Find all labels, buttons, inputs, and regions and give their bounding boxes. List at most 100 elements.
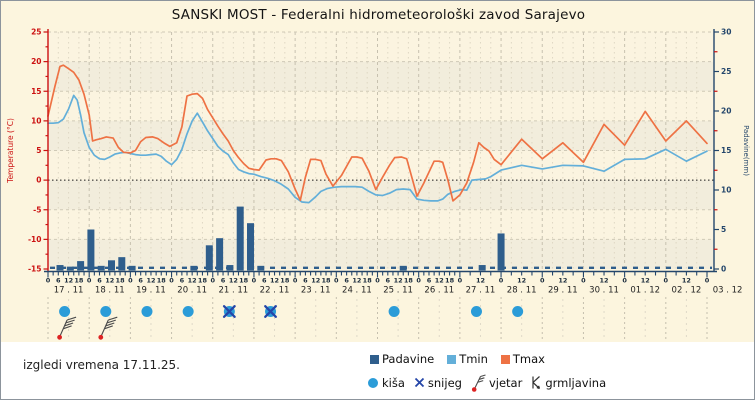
rain-icon — [100, 306, 112, 317]
svg-text:19 . 11: 19 . 11 — [136, 286, 166, 296]
precip-bar — [118, 257, 126, 271]
precip-bar — [247, 223, 255, 271]
svg-text:10: 10 — [31, 116, 41, 125]
svg-text:0: 0 — [334, 277, 339, 285]
legend-item-grmljavina: grmljavina — [531, 375, 606, 390]
svg-text:6: 6 — [427, 277, 432, 285]
svg-text:18: 18 — [363, 277, 373, 285]
legend-label-tmin: Tmin — [459, 352, 488, 366]
svg-text:30: 30 — [721, 28, 731, 37]
svg-text:01 . 12: 01 . 12 — [630, 286, 660, 296]
legend-symbols: kiša snijeg vjetar grmljavina — [367, 373, 606, 392]
wind-flag-icon — [98, 316, 118, 340]
svg-text:18: 18 — [198, 277, 208, 285]
svg-text:18: 18 — [157, 277, 167, 285]
rain-icon — [512, 306, 524, 317]
svg-text:6: 6 — [303, 277, 308, 285]
precip-bar — [66, 266, 74, 271]
svg-text:15: 15 — [31, 87, 41, 96]
svg-text:6: 6 — [56, 277, 61, 285]
svg-text:0: 0 — [252, 277, 257, 285]
legend-item-vjetar: vjetar — [471, 373, 522, 392]
svg-text:12: 12 — [600, 277, 609, 285]
precip-bar — [107, 260, 115, 271]
svg-text:12: 12 — [352, 277, 361, 285]
precip-right-axis: 0 5 10 15 20 25 30 Padavine(mm) — [713, 28, 750, 274]
svg-text:Padavine(mm): Padavine(mm) — [742, 125, 750, 176]
svg-text:-5: -5 — [33, 205, 41, 214]
meteogram-chart: -15 -10 -5 0 5 10 15 20 25 Temperature (°C) 0 5 10 15… — [6, 28, 750, 340]
legend-label-kisa: kiša — [382, 375, 405, 390]
svg-text:12: 12 — [311, 277, 320, 285]
day-icons — [57, 305, 524, 340]
rain-icon — [141, 306, 153, 317]
svg-text:12: 12 — [394, 277, 403, 285]
svg-text:0: 0 — [499, 277, 504, 285]
svg-text:17 . 11: 17 . 11 — [54, 286, 84, 296]
svg-text:6: 6 — [386, 277, 391, 285]
footer-note: izgledi vremena 17.11.25. — [23, 358, 180, 372]
legend-series: Padavine Tmin Tmax — [370, 352, 545, 366]
svg-text:6: 6 — [344, 277, 349, 285]
svg-text:6: 6 — [262, 277, 267, 285]
snow-icon — [222, 305, 236, 318]
svg-text:6: 6 — [138, 277, 143, 285]
svg-text:12: 12 — [641, 277, 650, 285]
svg-text:12: 12 — [188, 277, 197, 285]
svg-text:0: 0 — [705, 277, 710, 285]
chart-title: SANSKI MOST - Federalni hidrometeorološk… — [171, 7, 586, 23]
precip-bar — [77, 261, 85, 271]
svg-text:27 . 11: 27 . 11 — [466, 286, 496, 296]
plot-bands — [48, 32, 714, 269]
svg-text:12: 12 — [270, 277, 279, 285]
svg-text:0: 0 — [169, 277, 174, 285]
precip-bar — [497, 233, 505, 271]
legend-label-grmljavina: grmljavina — [545, 375, 607, 390]
svg-text:12: 12 — [517, 277, 526, 285]
svg-text:6: 6 — [180, 277, 185, 285]
tmin-line — [47, 94, 708, 204]
tmax-swatch — [500, 354, 510, 364]
svg-text:12: 12 — [558, 277, 567, 285]
svg-text:18: 18 — [321, 277, 331, 285]
svg-text:6: 6 — [221, 277, 226, 285]
svg-text:25: 25 — [31, 28, 41, 37]
svg-text:6: 6 — [97, 277, 102, 285]
svg-text:5: 5 — [721, 225, 726, 234]
svg-text:15: 15 — [721, 146, 731, 155]
legend-label-vjetar: vjetar — [488, 375, 523, 390]
svg-text:0: 0 — [721, 265, 726, 274]
svg-text:0: 0 — [416, 277, 421, 285]
rain-icon — [182, 306, 194, 317]
svg-text:18: 18 — [74, 277, 84, 285]
legend-label-snijeg: snijeg — [427, 375, 462, 390]
svg-text:0: 0 — [128, 277, 133, 285]
svg-text:0: 0 — [87, 277, 92, 285]
thunder-icon — [532, 376, 541, 390]
svg-text:18: 18 — [404, 277, 414, 285]
svg-text:-10: -10 — [28, 235, 42, 244]
svg-text:28 . 11: 28 . 11 — [507, 286, 537, 296]
svg-text:0: 0 — [664, 277, 669, 285]
tmax-line — [47, 64, 708, 202]
precip-bar — [56, 265, 64, 271]
snow-icon — [414, 377, 425, 388]
legend-item-tmax: Tmax — [500, 352, 545, 366]
svg-text:5: 5 — [36, 146, 41, 155]
svg-text:0: 0 — [622, 277, 627, 285]
svg-text:0: 0 — [458, 277, 463, 285]
svg-text:18: 18 — [445, 277, 455, 285]
svg-text:18: 18 — [280, 277, 290, 285]
svg-text:23 . 11: 23 . 11 — [301, 286, 331, 296]
svg-text:21 . 11: 21 . 11 — [218, 286, 248, 296]
snow-icon — [264, 305, 277, 318]
temp-left-axis: -15 -10 -5 0 5 10 15 20 25 Temperature (°C) — [6, 28, 49, 274]
svg-text:12: 12 — [229, 277, 238, 285]
svg-text:29 . 11: 29 . 11 — [548, 286, 578, 296]
rain-icon — [59, 306, 71, 317]
svg-text:12: 12 — [435, 277, 444, 285]
svg-text:0: 0 — [210, 277, 215, 285]
wind-flag-icon — [471, 374, 486, 392]
legend-item-kisa: kiša — [367, 376, 405, 390]
